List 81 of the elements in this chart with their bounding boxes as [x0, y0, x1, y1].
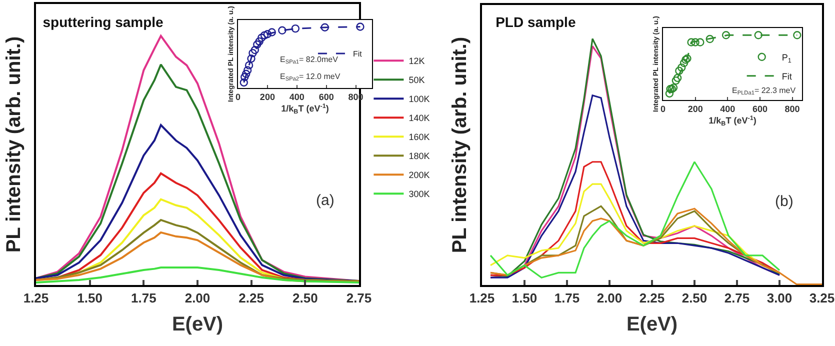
annotation: (a)	[316, 192, 334, 209]
x-tick-label: 2.00	[596, 290, 622, 306]
legend-label: 180K	[408, 151, 430, 162]
x-tick-label: 1.50	[77, 290, 102, 306]
x-tick-label: 0	[235, 92, 241, 102]
point	[677, 63, 686, 72]
x-tick-label: 2.25	[238, 290, 264, 306]
point	[673, 74, 682, 82]
legend-label: 100K	[408, 94, 430, 104]
point	[247, 54, 256, 63]
x-axis-title: E(eV)	[172, 314, 224, 336]
annotation: (b)	[775, 193, 794, 210]
x-tick-label: 600	[752, 104, 768, 114]
legend-label: 200K	[408, 170, 430, 180]
y-axis-title: PL intensity (arb. unit.)	[449, 36, 471, 254]
x-tick-label: 3.00	[766, 290, 792, 306]
annotation: E$_{PLDa1}$= 22.3 meV	[732, 86, 796, 97]
point	[320, 23, 329, 32]
x-tick-label: 1.75	[554, 290, 580, 306]
point	[253, 40, 262, 49]
point	[672, 76, 680, 85]
x-tick-label: 2.50	[292, 290, 318, 306]
legend-label: Fit	[352, 50, 363, 59]
point	[242, 70, 250, 78]
point	[240, 78, 248, 87]
point	[278, 26, 286, 35]
x-tick-label: 2.50	[682, 290, 708, 306]
x-tick-label: 1.50	[512, 290, 538, 306]
point	[291, 24, 300, 33]
point	[260, 31, 269, 40]
chart-title: sputtering sample	[42, 14, 164, 30]
point	[696, 38, 704, 46]
legend-label: 12K	[408, 56, 425, 66]
point	[706, 34, 714, 44]
chart-title: PLD sample	[496, 14, 576, 30]
legend-label: 300K	[408, 189, 430, 200]
point	[240, 72, 249, 82]
point	[675, 66, 684, 75]
x-tick-label: 400	[720, 104, 736, 114]
legend-label: 140K	[408, 113, 430, 124]
point	[248, 48, 257, 58]
x-tick-label: 3.25	[809, 290, 835, 306]
x-tick-label: 2.25	[639, 290, 665, 306]
point	[669, 84, 678, 92]
x-axis-title: 1/k$_{B}$T (eV$^{-1}$)	[281, 102, 329, 116]
legend-label: P$_{1}$	[782, 52, 792, 64]
point	[263, 30, 272, 38]
point	[754, 31, 762, 40]
point	[722, 31, 730, 40]
x-tick-label: 1.25	[23, 290, 49, 306]
x-tick-label: 400	[289, 92, 304, 102]
point	[250, 46, 260, 54]
x-tick-label: 200	[688, 104, 703, 114]
point	[691, 38, 700, 46]
annotation: E$_{SPa1}$= 82.0meV	[280, 55, 339, 66]
legend-label: Fit	[782, 71, 792, 82]
x-tick-label: 1.75	[131, 290, 156, 306]
x-tick-label: 2.00	[184, 290, 210, 306]
legend-label: 50K	[408, 75, 425, 86]
point	[243, 66, 252, 74]
x-axis-title: 1/k$_{B}$T (eV$^{-1}$)	[708, 114, 756, 128]
x-tick-label: 2.75	[346, 290, 372, 306]
x-tick-label: 800	[784, 104, 800, 114]
point	[257, 34, 266, 42]
point	[680, 58, 688, 68]
x-tick-label: 1.25	[469, 290, 495, 306]
annotation: E$_{SPa2}$= 12.0 meV	[280, 72, 341, 83]
x-tick-label: 0	[660, 104, 666, 114]
point	[268, 28, 276, 36]
legend-label: 160K	[408, 132, 430, 142]
x-tick-label: 200	[260, 92, 275, 102]
point	[244, 61, 254, 70]
x-tick-label: 600	[318, 92, 334, 102]
point	[665, 89, 674, 98]
point	[687, 38, 696, 46]
x-tick-label: 2.75	[724, 290, 750, 306]
x-axis-title: E(eV)	[626, 314, 678, 336]
point	[356, 22, 364, 31]
y-axis-title: PL intensity (arb. unit.)	[3, 36, 25, 253]
point	[793, 31, 802, 40]
point	[255, 37, 264, 46]
